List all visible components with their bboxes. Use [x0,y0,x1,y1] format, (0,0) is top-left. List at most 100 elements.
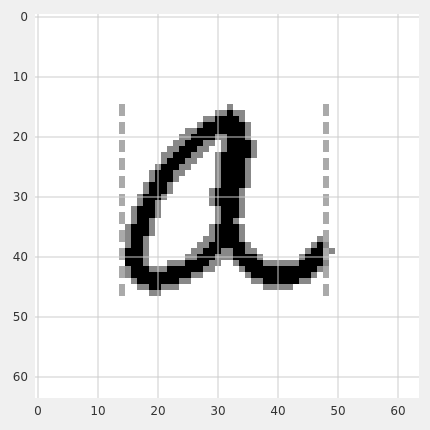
pixel [197,248,203,254]
pixel [203,140,209,146]
pixel [185,152,191,158]
pixel [137,242,143,248]
pixel [287,272,293,278]
pixel [245,152,251,158]
pixel [299,278,305,284]
pixel [233,236,239,242]
pixel [161,284,167,290]
pixel [137,230,143,236]
pixel [239,206,245,212]
pixel [269,278,275,284]
pixel [173,260,179,266]
pixel [221,164,227,170]
pixel [239,224,245,230]
pixel [239,188,245,194]
pixel [173,164,179,170]
left-guide-segment [119,200,125,206]
pixel [227,236,233,242]
pixel [239,110,245,116]
pixel [125,242,131,248]
y-tick-label: 20 [13,130,28,144]
pixel [233,260,239,266]
pixel [251,278,257,284]
pixel [137,200,143,206]
pixel [203,242,209,248]
pixel [239,182,245,188]
pixel [173,278,179,284]
right-guide-segment [323,266,329,272]
pixel [149,218,155,224]
pixel [311,272,317,278]
pixel [161,188,167,194]
pixel [167,164,173,170]
pixel [311,266,317,272]
pixel [149,212,155,218]
pixel [233,158,239,164]
right-guide-segment [323,110,329,116]
pixel [251,146,257,152]
pixel [227,146,233,152]
pixel [287,284,293,290]
pixel [179,158,185,164]
pixel [233,128,239,134]
pixel-image [119,104,335,296]
pixel [251,260,257,266]
x-tick-label: 60 [390,404,405,418]
pixel [269,260,275,266]
pixel [203,266,209,272]
pixel [251,248,257,254]
pixel [209,242,215,248]
pixel [179,170,185,176]
pixel [149,272,155,278]
pixel [173,272,179,278]
pixel [149,266,155,272]
pixel [317,248,323,254]
pixel [203,146,209,152]
pixel [173,158,179,164]
pixel [233,248,239,254]
pixel [161,266,167,272]
pixel [245,140,251,146]
x-tick-label: 50 [330,404,345,418]
pixel [185,158,191,164]
pixel [305,278,311,284]
pixel [239,128,245,134]
pixel [143,218,149,224]
pixel [167,260,173,266]
pixel [167,278,173,284]
pixel [227,188,233,194]
pixel [185,278,191,284]
pixel [227,230,233,236]
pixel [131,266,137,272]
pixel [221,206,227,212]
pixel [221,170,227,176]
pixel [239,236,245,242]
x-axis-ticks: 0 10 20 30 40 50 60 [34,404,405,418]
grid-lines [35,14,419,398]
pixel [227,242,233,248]
pixel [191,272,197,278]
pixel [197,122,203,128]
pixel [161,170,167,176]
pixel [233,152,239,158]
pixel [227,248,233,254]
left-guide-segment [119,122,125,128]
pixel [269,284,275,290]
pixel [137,284,143,290]
pixel [131,212,137,218]
pixel [233,212,239,218]
right-guide-segment [323,284,329,290]
pixel [245,128,251,134]
pixel [173,176,179,182]
pixel [221,200,227,206]
pixel [137,272,143,278]
pixel [161,278,167,284]
pixel [293,266,299,272]
pixel [191,128,197,134]
right-guide-segment [323,212,329,218]
pixel [143,272,149,278]
left-guide-segment [119,266,125,272]
pixel [221,230,227,236]
right-guide-segment [323,290,329,296]
pixel [245,266,251,272]
